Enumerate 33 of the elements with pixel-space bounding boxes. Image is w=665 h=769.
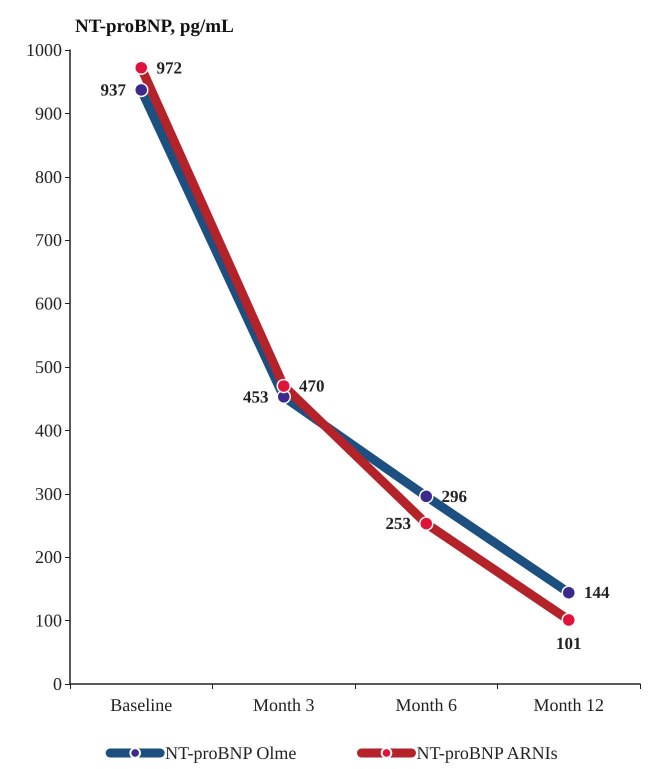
point	[134, 60, 148, 75]
data-label: 972	[156, 58, 182, 78]
data-label: 470	[299, 376, 324, 396]
data-label: 101	[556, 634, 582, 654]
data-label: 937	[100, 80, 126, 100]
legend-label: NT-proBNP ARNIs	[416, 743, 558, 763]
x-tick-label: Month 12	[533, 695, 604, 715]
point	[134, 82, 148, 98]
y-tick-label: 900	[35, 103, 62, 124]
y-tick-label: 500	[35, 357, 62, 377]
legend-label: NT-proBNP Olme	[165, 743, 296, 763]
y-tick-label: 100	[35, 610, 62, 631]
y-tick-label: 400	[35, 420, 62, 440]
y-tick-label: 800	[35, 166, 62, 187]
y-tick-label: 1000	[26, 40, 62, 60]
y-tick-label: 600	[35, 294, 62, 314]
x-tick-label: Month 3	[252, 695, 315, 715]
y-axis-title: NT-proBNP, pg/mL	[75, 16, 234, 37]
point	[562, 585, 576, 600]
data-label: 453	[243, 387, 268, 406]
x-tick-label: Baseline	[110, 695, 172, 715]
data-label: 296	[442, 486, 467, 506]
y-tick-label: 0	[53, 674, 62, 694]
y-tick-label: 700	[35, 230, 62, 250]
point	[562, 612, 576, 628]
point	[419, 489, 434, 504]
data-label: 253	[386, 514, 411, 534]
y-tick-label: 200	[35, 547, 62, 568]
y-tick-label: 300	[35, 484, 62, 504]
data-label: 144	[584, 583, 610, 602]
point	[419, 516, 434, 531]
x-tick-label: Month 6	[395, 695, 458, 715]
point	[276, 378, 291, 394]
